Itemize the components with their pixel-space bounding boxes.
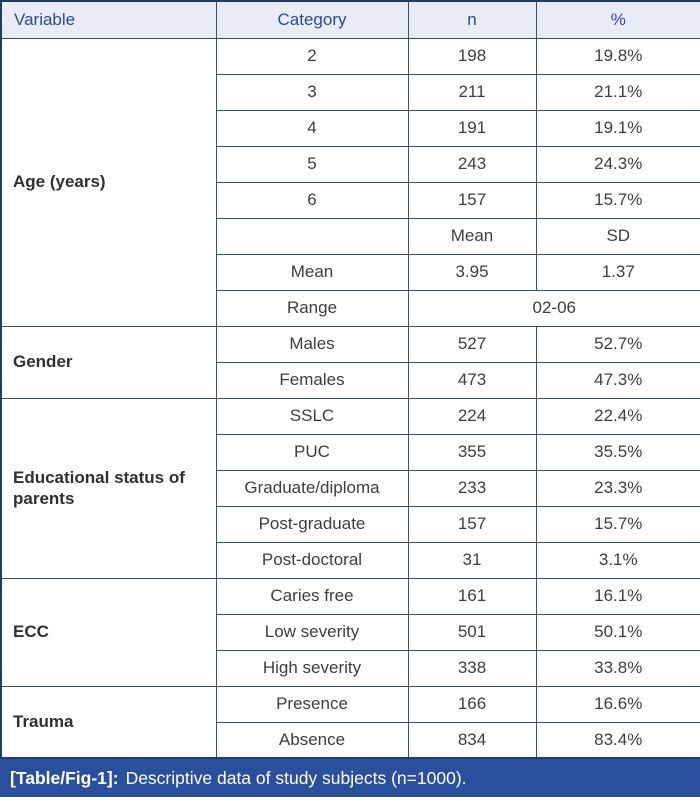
variable-cell-gender: Gender [0, 325, 217, 399]
table-row: 5 243 24.3% [1, 145, 700, 183]
table-row: Low severity 501 50.1% [1, 613, 700, 651]
cell-n: 157 [407, 505, 537, 543]
cell-category: Caries free [215, 577, 409, 615]
table-row: ECC Caries free 161 16.1% [0, 577, 700, 687]
table-row: Gender Males 527 52.7% [0, 325, 700, 399]
cell-n: 233 [407, 469, 537, 507]
table-row: Post-graduate 157 15.7% [1, 505, 700, 543]
cell-n: 157 [407, 181, 537, 219]
cell-category: Absence [215, 721, 409, 759]
table-row: 3 211 21.1% [1, 73, 700, 111]
cell-category: Post-graduate [215, 505, 409, 543]
header-row: Variable Category n % [0, 0, 700, 39]
cell-n: 191 [407, 109, 537, 147]
caption-label: [Table/Fig-1]: [10, 767, 119, 788]
cell-percent: 83.4% [535, 721, 700, 759]
table-row: High severity 338 33.8% [1, 649, 700, 687]
cell-n: 338 [407, 649, 537, 687]
caption-text: Descriptive data of study subjects (n=10… [125, 767, 467, 788]
cell-mean-value: 3.95 [407, 253, 537, 291]
cell-percent: 50.1% [535, 613, 700, 651]
table-row: 4 191 19.1% [1, 109, 700, 147]
cell-sd-label: SD [535, 217, 700, 255]
cell-category: PUC [215, 433, 409, 471]
cell-category: Presence [215, 685, 409, 723]
cell-category: Females [215, 361, 409, 399]
cell-n: 211 [407, 73, 537, 111]
table-row: Absence 834 83.4% [1, 721, 700, 759]
cell-mean-label: Mean [407, 217, 537, 255]
cell-percent: 22.4% [535, 397, 700, 435]
cell-range-value: 02-06 [407, 289, 700, 327]
cell-percent: 19.1% [535, 109, 700, 147]
cell-category: Post-doctoral [215, 541, 409, 579]
cell-n: 527 [407, 325, 537, 363]
column-header-variable: Variable [0, 0, 217, 39]
cell-percent: 52.7% [535, 325, 700, 363]
descriptive-data-table: Variable Category n % Age (years) 2 198 … [0, 0, 700, 759]
table-row-range: Range 02-06 [1, 289, 700, 327]
cell-n: 473 [407, 361, 537, 399]
table-row: Graduate/diploma 233 23.3% [1, 469, 700, 507]
table-row: Age (years) 2 198 19.8% [0, 37, 700, 327]
cell-percent: 24.3% [535, 145, 700, 183]
cell-n: 161 [407, 577, 537, 615]
column-header-n: n [407, 0, 537, 39]
cell-category: 2 [215, 37, 409, 75]
variable-cell-age: Age (years) [0, 37, 217, 327]
table-row: Post-doctoral 31 3.1% [1, 541, 700, 579]
cell-percent: 23.3% [535, 469, 700, 507]
cell-category: 6 [215, 181, 409, 219]
table-row-mean-sd-subheader: Mean SD [1, 217, 700, 255]
cell-category: Range [215, 289, 409, 327]
cell-category-empty [215, 217, 409, 255]
table-row: Trauma Presence 166 16.6% [0, 685, 700, 759]
cell-category: SSLC [215, 397, 409, 435]
cell-category: Low severity [215, 613, 409, 651]
cell-percent: 35.5% [535, 433, 700, 471]
cell-percent: 15.7% [535, 505, 700, 543]
cell-sd-value: 1.37 [535, 253, 700, 291]
table-row: Females 473 47.3% [1, 361, 700, 399]
table-row-mean-values: Mean 3.95 1.37 [1, 253, 700, 291]
column-header-percent: % [535, 0, 700, 39]
cell-n: 834 [407, 721, 537, 759]
cell-category: Graduate/diploma [215, 469, 409, 507]
cell-n: 198 [407, 37, 537, 75]
variable-cell-trauma: Trauma [0, 685, 217, 759]
cell-percent: 15.7% [535, 181, 700, 219]
cell-category: 3 [215, 73, 409, 111]
cell-category: 5 [215, 145, 409, 183]
cell-n: 224 [407, 397, 537, 435]
column-header-category: Category [215, 0, 409, 39]
cell-n: 355 [407, 433, 537, 471]
cell-percent: 16.1% [535, 577, 700, 615]
cell-percent: 16.6% [535, 685, 700, 723]
table-row: 6 157 15.7% [1, 181, 700, 219]
table-row: Educational status of parents SSLC 224 2… [0, 397, 700, 579]
cell-percent: 21.1% [535, 73, 700, 111]
variable-cell-education: Educational status of parents [0, 397, 217, 579]
cell-category: High severity [215, 649, 409, 687]
cell-percent: 19.8% [535, 37, 700, 75]
cell-percent: 47.3% [535, 361, 700, 399]
cell-category: 4 [215, 109, 409, 147]
cell-percent: 33.8% [535, 649, 700, 687]
cell-percent: 3.1% [535, 541, 700, 579]
table-row: PUC 355 35.5% [1, 433, 700, 471]
cell-n: 31 [407, 541, 537, 579]
cell-n: 501 [407, 613, 537, 651]
table-caption: [Table/Fig-1]: Descriptive data of study … [0, 759, 700, 797]
cell-category: Mean [215, 253, 409, 291]
cell-category: Males [215, 325, 409, 363]
cell-n: 243 [407, 145, 537, 183]
cell-n: 166 [407, 685, 537, 723]
variable-cell-ecc: ECC [0, 577, 217, 687]
